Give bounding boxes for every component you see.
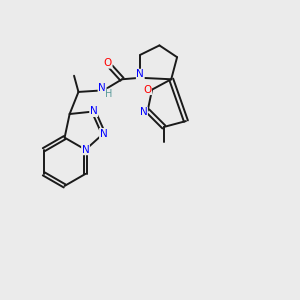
Text: N: N <box>140 107 147 117</box>
Text: O: O <box>104 58 112 68</box>
Text: N: N <box>98 83 106 93</box>
Text: N: N <box>90 106 98 116</box>
Text: O: O <box>143 85 152 94</box>
Text: N: N <box>100 128 107 139</box>
Text: H: H <box>105 89 112 99</box>
Text: N: N <box>82 145 89 155</box>
Text: N: N <box>136 69 144 79</box>
